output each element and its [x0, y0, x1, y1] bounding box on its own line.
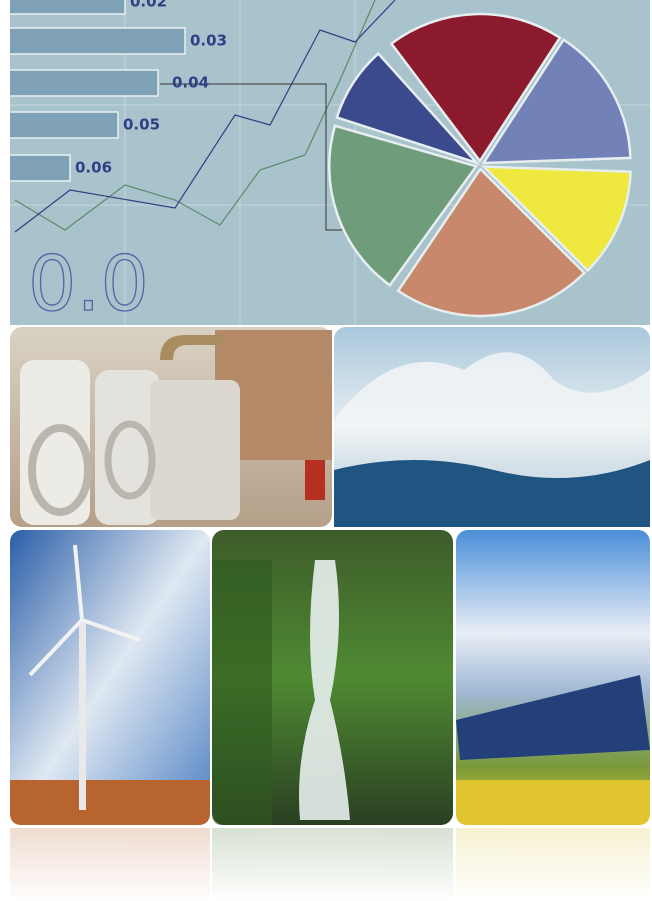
connector — [160, 83, 345, 231]
pie — [327, 12, 632, 318]
big-label: 0.0 — [28, 239, 149, 328]
photo-gas-meters — [10, 327, 332, 527]
bar-label: 0.05 — [123, 116, 160, 134]
photo-solar-panels — [456, 530, 650, 825]
pie-slice — [389, 12, 562, 164]
bar-label: 0.03 — [190, 32, 227, 50]
pie-slice — [335, 51, 481, 166]
bar-label: 0.02 — [130, 0, 167, 11]
pie-slice — [327, 124, 479, 287]
line — [14, 0, 376, 231]
bar-label: 0.04 — [172, 74, 209, 92]
chart-graphic: 0.02 0.03 0.04 0.05 0.06 0.0 — [10, 0, 650, 328]
pie-slice — [480, 165, 632, 273]
line — [14, 0, 396, 233]
bar-label: 0.06 — [75, 159, 112, 177]
photo-wind-turbine — [10, 530, 210, 825]
photo-waterfall — [212, 530, 453, 825]
pie-slice — [396, 167, 587, 318]
reflection-fade — [0, 826, 652, 901]
photo-wave — [334, 327, 650, 527]
pie-slice — [481, 38, 632, 165]
bars — [10, 0, 186, 182]
